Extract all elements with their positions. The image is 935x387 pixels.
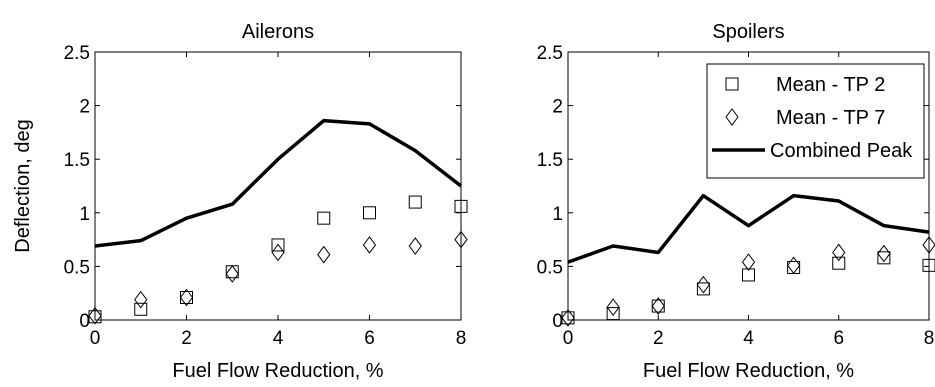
plot-area-frame bbox=[94, 51, 462, 321]
x-tick-label: 4 bbox=[273, 328, 284, 349]
ailerons-chart: Ailerons 0 2 4 6 8 0 0.5 1 1.5 2 2.5 Fuel Flow Reduc… bbox=[12, 21, 468, 382]
data-point-square bbox=[877, 251, 891, 265]
data-point-square bbox=[271, 238, 285, 252]
y-tick-label: 0 bbox=[552, 311, 563, 332]
data-point-diamond bbox=[832, 243, 846, 262]
data-point-diamond bbox=[651, 297, 665, 315]
y-tick-label: 2 bbox=[79, 97, 90, 118]
series-line-combined-peak bbox=[567, 193, 930, 264]
data-point-square bbox=[317, 211, 331, 225]
data-point-diamond bbox=[787, 256, 801, 275]
data-point-square bbox=[134, 302, 148, 316]
data-point-square bbox=[88, 310, 102, 324]
data-point-square bbox=[742, 268, 755, 282]
x-tick-label: 4 bbox=[743, 328, 754, 349]
x-tick-label: 0 bbox=[90, 328, 101, 349]
spoilers-chart: Spoilers 0 2 4 6 8 0 0.5 1 1.5 2 2.5 Fuel Flow Reduc… bbox=[537, 21, 935, 382]
y-tick-label: 2.5 bbox=[537, 43, 563, 64]
data-point-square bbox=[651, 299, 665, 313]
x-tick-label: 8 bbox=[456, 328, 467, 349]
data-point-square bbox=[832, 256, 846, 270]
data-point-diamond bbox=[454, 230, 468, 249]
data-point-diamond bbox=[271, 243, 285, 262]
x-tick-label: 2 bbox=[181, 328, 192, 349]
data-point-diamond bbox=[561, 309, 575, 327]
y-axis-label: Deflection, deg bbox=[12, 119, 34, 252]
x-axis-label: Fuel Flow Reduction, % bbox=[172, 360, 383, 382]
y-tick-label: 2.5 bbox=[64, 43, 90, 64]
series-line-combined-peak bbox=[94, 118, 463, 248]
data-point-diamond bbox=[362, 236, 377, 254]
y-tick-label: 0.5 bbox=[64, 257, 90, 278]
data-point-diamond bbox=[88, 306, 102, 325]
data-point-diamond bbox=[179, 288, 194, 307]
x-tick-label: 6 bbox=[364, 328, 375, 349]
y-tick-label: 0.5 bbox=[537, 257, 563, 278]
data-point-square bbox=[922, 258, 935, 272]
data-point-square bbox=[180, 290, 193, 304]
data-point-square bbox=[454, 199, 468, 213]
legend-box bbox=[706, 63, 925, 179]
data-point-diamond bbox=[922, 236, 935, 254]
data-point-square bbox=[363, 206, 376, 220]
y-tick-label: 1.5 bbox=[537, 150, 563, 171]
legend-entry-label: Combined Peak bbox=[770, 140, 913, 162]
data-point-diamond bbox=[408, 237, 422, 255]
legend-entry-label: Mean - TP 2 bbox=[776, 74, 885, 96]
y-tick-label: 1 bbox=[552, 204, 563, 225]
data-point-diamond bbox=[134, 290, 148, 309]
data-point-diamond bbox=[317, 245, 331, 264]
data-point-diamond bbox=[741, 253, 756, 271]
data-point-diamond bbox=[696, 275, 710, 294]
x-tick-label: 2 bbox=[653, 328, 664, 349]
data-point-square bbox=[408, 195, 422, 209]
y-tick-label: 1 bbox=[79, 204, 90, 225]
data-point-diamond bbox=[877, 244, 891, 263]
legend-diamond-icon bbox=[725, 108, 739, 126]
data-point-square bbox=[606, 307, 620, 321]
legend-square-icon bbox=[725, 77, 739, 91]
chart-title: Ailerons bbox=[242, 21, 314, 43]
data-point-diamond bbox=[225, 265, 239, 283]
x-tick-label: 6 bbox=[833, 328, 844, 349]
y-tick-label: 0 bbox=[79, 311, 90, 332]
data-point-square bbox=[696, 282, 710, 296]
data-point-diamond bbox=[606, 298, 620, 316]
x-tick-label: 8 bbox=[924, 328, 935, 349]
y-tick-label: 2 bbox=[552, 97, 563, 118]
x-axis-label: Fuel Flow Reduction, % bbox=[643, 360, 854, 382]
x-tick-label: 0 bbox=[563, 328, 574, 349]
y-tick-label: 1.5 bbox=[64, 150, 90, 171]
chart-title: Spoilers bbox=[712, 21, 784, 43]
legend-entry-label: Mean - TP 7 bbox=[776, 107, 885, 129]
